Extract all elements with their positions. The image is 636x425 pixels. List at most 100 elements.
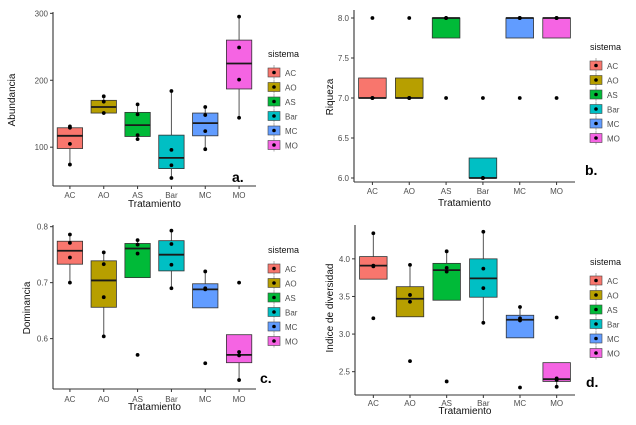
y-tick-label: 2.5 bbox=[339, 368, 351, 377]
data-point bbox=[481, 320, 486, 325]
legend: sistema AC AO AS Bar MC MO bbox=[589, 257, 621, 360]
data-point bbox=[135, 133, 140, 138]
data-point bbox=[169, 286, 174, 291]
legend-key-point bbox=[272, 339, 276, 343]
box-rect bbox=[192, 112, 219, 137]
x-tick-label: MC bbox=[514, 187, 527, 196]
data-point bbox=[135, 352, 140, 357]
legend-entry-AO: AO bbox=[267, 79, 297, 94]
x-tick-label: MC bbox=[199, 191, 212, 200]
data-point bbox=[518, 385, 522, 390]
legend-key-point bbox=[594, 78, 598, 82]
legend-entry-label: AS bbox=[285, 98, 296, 107]
data-point bbox=[517, 16, 522, 20]
data-point bbox=[203, 269, 208, 274]
data-point bbox=[444, 16, 448, 20]
legend: sistema AC AO AS Bar MC MO bbox=[267, 245, 299, 348]
legend-entry-label: AO bbox=[607, 77, 619, 86]
legend-key-point bbox=[272, 114, 276, 118]
data-point bbox=[169, 228, 174, 233]
y-tick-label: 8.0 bbox=[338, 14, 350, 23]
data-point bbox=[68, 280, 72, 285]
legend-key-point bbox=[594, 92, 598, 97]
legend-entry-MC: MC bbox=[267, 123, 298, 137]
box-MC bbox=[192, 269, 219, 366]
legend-entry-Bar: Bar bbox=[267, 304, 298, 319]
legend-key-point bbox=[272, 70, 276, 75]
box-rect bbox=[358, 77, 387, 99]
y-tick-label: 200 bbox=[35, 76, 49, 85]
box-rect bbox=[90, 260, 117, 308]
data-point bbox=[481, 266, 486, 271]
data-point bbox=[554, 16, 559, 20]
legend-entry-AO: AO bbox=[589, 72, 619, 87]
data-point bbox=[135, 251, 140, 256]
box-AO bbox=[90, 94, 117, 115]
x-tick-label: MC bbox=[199, 395, 212, 404]
legend-entry-Bar: Bar bbox=[589, 101, 620, 116]
x-tick-label: AC bbox=[64, 191, 75, 200]
legend-title: sistema bbox=[590, 42, 621, 52]
data-point bbox=[203, 147, 208, 152]
legend: sistema AC AO AS Bar MC MO bbox=[589, 42, 621, 145]
x-axis-title: Tratamiento bbox=[439, 406, 492, 417]
data-point bbox=[68, 232, 72, 237]
legend-key-point bbox=[272, 266, 276, 271]
box-MC bbox=[505, 305, 535, 390]
data-point bbox=[169, 163, 174, 168]
x-tick-label: MO bbox=[233, 191, 246, 200]
y-tick-label: 0.8 bbox=[37, 223, 49, 232]
box-rect bbox=[395, 77, 424, 99]
data-point bbox=[101, 94, 106, 99]
data-point bbox=[169, 242, 174, 246]
legend-key-point bbox=[272, 99, 276, 104]
data-point bbox=[68, 162, 72, 167]
box-rect bbox=[542, 17, 571, 39]
box-Bar bbox=[469, 229, 498, 325]
legend-entry-label: AS bbox=[607, 306, 618, 315]
x-tick-label: AO bbox=[98, 395, 110, 404]
data-point bbox=[554, 315, 559, 320]
y-tick-label: 6.5 bbox=[338, 134, 350, 143]
panel-label: d. bbox=[586, 374, 598, 390]
legend-entry-MO: MO bbox=[589, 130, 620, 145]
panel-label: b. bbox=[585, 162, 597, 178]
legend-key-point bbox=[594, 278, 598, 283]
y-tick-label: 7.0 bbox=[338, 94, 350, 103]
box-rect bbox=[468, 157, 498, 179]
legend-entry-AS: AS bbox=[267, 94, 296, 108]
x-tick-label: AS bbox=[132, 191, 143, 200]
data-point bbox=[101, 111, 106, 115]
data-point bbox=[135, 137, 140, 142]
legend-entry-label: AO bbox=[285, 280, 297, 289]
data-point bbox=[203, 287, 208, 292]
legend-title: sistema bbox=[268, 245, 299, 255]
panel-b: 6.0 6.5 7.0 7.5 8.0 AC AO AS Bar MC MO Tratamiento R… bbox=[325, 10, 621, 209]
data-point bbox=[481, 176, 485, 180]
y-tick-label: 7.5 bbox=[338, 54, 350, 63]
data-point bbox=[371, 231, 376, 236]
data-point bbox=[68, 141, 72, 146]
data-point bbox=[444, 265, 449, 270]
data-point bbox=[408, 293, 412, 297]
x-tick-label: AS bbox=[132, 395, 143, 404]
x-tick-label: Bar bbox=[477, 187, 490, 196]
data-point bbox=[370, 16, 375, 20]
box-rect bbox=[158, 134, 185, 169]
legend-entry-AC: AC bbox=[267, 65, 296, 79]
legend-entry-label: Bar bbox=[285, 309, 298, 318]
data-point bbox=[408, 359, 412, 364]
legend-entry-AO: AO bbox=[267, 275, 297, 290]
y-axis-title: Riqueza bbox=[325, 78, 336, 115]
data-point bbox=[554, 96, 559, 100]
panel-label: c. bbox=[260, 370, 272, 386]
x-axis-title: Tratamiento bbox=[128, 402, 181, 413]
x-tick-label: MO bbox=[550, 399, 563, 408]
data-point bbox=[554, 384, 559, 389]
y-tick-label: 0.7 bbox=[37, 279, 49, 288]
data-point bbox=[169, 176, 174, 180]
data-point bbox=[444, 269, 449, 274]
legend-entry-label: AC bbox=[285, 69, 296, 78]
data-point bbox=[237, 378, 241, 382]
legend-key-point bbox=[594, 107, 598, 111]
